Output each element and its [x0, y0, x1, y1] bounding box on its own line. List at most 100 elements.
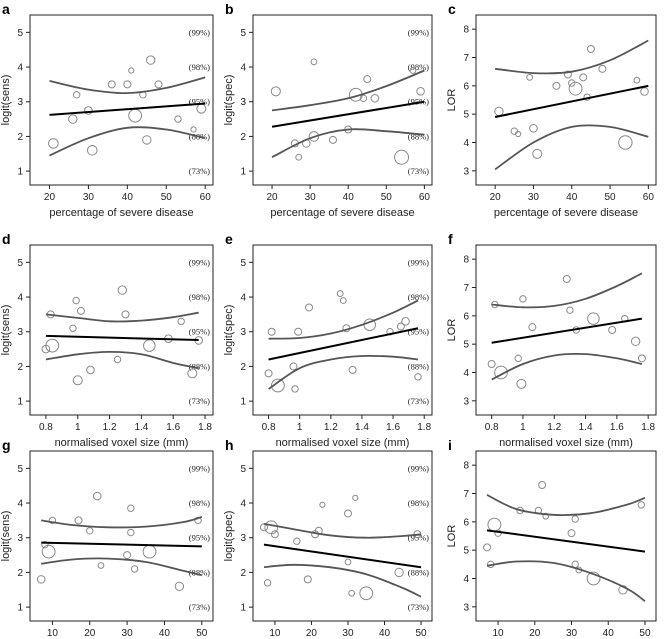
y-tick-label: 4 [17, 293, 23, 304]
probability-label: (95%) [189, 533, 210, 543]
data-point [359, 586, 374, 601]
probability-label: (99%) [408, 463, 429, 473]
data-point [291, 385, 299, 393]
lower-confidence-band [45, 350, 199, 370]
data-point [117, 285, 127, 295]
data-point [293, 537, 301, 545]
data-point [552, 81, 561, 90]
panel-letter: i [448, 437, 452, 453]
x-tick-label: 50 [415, 628, 427, 639]
probability-label: (73%) [408, 602, 429, 612]
probability-label: (88%) [408, 131, 429, 141]
x-tick-label: 20 [529, 628, 541, 639]
panel-letter: h [225, 437, 234, 453]
data-point [394, 149, 410, 165]
data-point [113, 355, 122, 364]
data-point [194, 516, 202, 525]
x-tick-label: 40 [566, 192, 578, 203]
data-point [270, 530, 279, 539]
data-point [127, 504, 135, 512]
data-point [359, 94, 368, 102]
plot-area [48, 55, 207, 157]
x-tick-label: 1.2 [324, 422, 338, 433]
y-tick-label: 5 [240, 258, 246, 269]
data-point [187, 368, 198, 379]
x-tick-label: 1.4 [355, 422, 369, 433]
upper-confidence-band [491, 272, 643, 309]
data-point [86, 145, 98, 156]
plot-area [264, 290, 422, 393]
data-point [295, 153, 303, 161]
panel-letter: g [2, 437, 11, 453]
x-tick-label: 1.6 [386, 422, 400, 433]
panel-i: i1020304050345678acquisition time (sec)L… [446, 437, 657, 639]
regression-line [41, 541, 202, 548]
data-point [339, 297, 347, 304]
plot-frame [29, 450, 214, 622]
probability-label: (99%) [189, 463, 210, 473]
data-point [128, 108, 143, 123]
panel-letter: c [448, 1, 456, 17]
panel-h: h102030405012345acquisition time (sec)lo… [223, 437, 433, 639]
y-axis-label: logit(sens) [0, 511, 12, 562]
plot-area [487, 272, 646, 389]
data-point [637, 501, 646, 509]
probability-label: (98%) [189, 498, 210, 508]
data-point [146, 55, 156, 65]
data-point [514, 354, 522, 363]
x-tick-label: 10 [47, 628, 59, 639]
y-tick-label: 3 [463, 166, 469, 177]
data-point [532, 148, 543, 159]
upper-confidence-band [45, 311, 199, 323]
y-tick-label: 1 [240, 167, 246, 178]
data-point [494, 365, 508, 380]
x-tick-label: 60 [419, 192, 431, 203]
y-tick-label: 5 [463, 340, 469, 351]
x-tick-label: 0.8 [262, 422, 276, 433]
regression-line [494, 84, 649, 118]
lower-confidence-band [263, 563, 422, 598]
upper-confidence-band [495, 39, 649, 75]
plot-area [36, 491, 203, 592]
data-point [130, 565, 139, 573]
lower-confidence-band [491, 352, 643, 381]
x-tick-label: 20 [84, 628, 96, 639]
data-point [48, 516, 57, 525]
y-tick-label: 1 [17, 603, 23, 614]
x-tick-label: 1.8 [198, 422, 212, 433]
panel-letter: b [225, 1, 234, 17]
probability-label: (95%) [408, 327, 429, 337]
probability-label: (88%) [408, 361, 429, 371]
y-tick-label: 6 [463, 517, 469, 528]
y-tick-label: 7 [463, 283, 469, 294]
y-tick-label: 8 [463, 461, 469, 472]
data-point [494, 106, 504, 117]
panel-a: a 20 30 40 50 60 1 2 3 4 5 percentage of severe dis… [0, 1, 214, 219]
data-point [190, 126, 197, 133]
probability-label: (95%) [189, 97, 210, 107]
data-point [319, 501, 326, 508]
lower-confidence-band [49, 126, 206, 157]
regression-line [486, 529, 646, 553]
data-point [633, 76, 641, 84]
lower-confidence-band [41, 557, 202, 577]
y-tick-label: 4 [463, 138, 469, 149]
data-point [97, 562, 105, 569]
plot-frame [475, 14, 657, 186]
panel-f: f 0.8 1 1.2 1.4 1.6 1.8 3 4 5 6 7 8 normalised voxel … [446, 231, 657, 449]
data-point [86, 527, 94, 535]
data-point [637, 354, 646, 363]
x-tick-label: 30 [342, 628, 354, 639]
data-point [41, 544, 56, 559]
data-point [515, 130, 522, 138]
y-tick-label: 4 [240, 293, 246, 304]
data-point [264, 369, 273, 378]
regression-line [271, 100, 425, 128]
data-point [563, 70, 572, 79]
data-point [344, 558, 352, 566]
upper-confidence-band [268, 299, 419, 340]
regression-line [491, 317, 643, 344]
y-tick-label: 1 [17, 397, 23, 408]
data-point [48, 138, 59, 149]
x-axis-label: percentage of severe disease [49, 207, 193, 219]
